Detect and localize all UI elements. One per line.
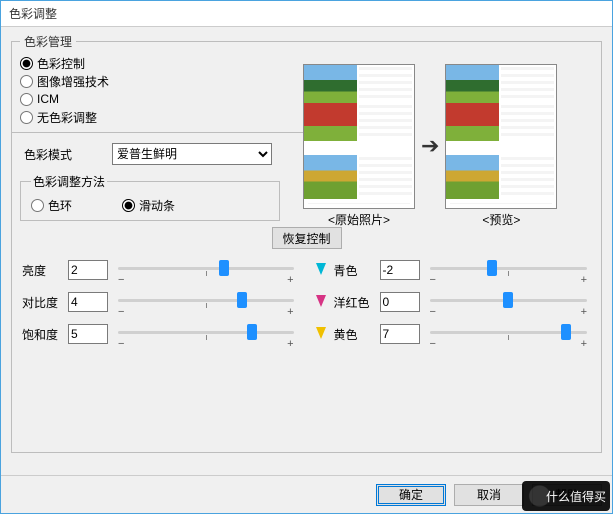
preview-original: [303, 64, 415, 209]
radio-color-ring-label: 色环: [48, 197, 72, 214]
drop-icon: [316, 263, 328, 277]
radio-slider[interactable]: 滑动条: [122, 196, 175, 214]
radio-no-adjust-input[interactable]: [20, 111, 33, 124]
slider-saturation: 饱和度 −+: [22, 321, 298, 347]
drop-icon: [316, 295, 328, 309]
radio-no-adjust-label: 无色彩调整: [37, 109, 97, 126]
preview-original-label: <原始照片>: [328, 211, 390, 228]
slider-yellow-input[interactable]: [380, 324, 420, 344]
slider-cyan-track[interactable]: −+: [426, 257, 592, 283]
footer: 确定 取消 帮助 什么值得买: [1, 475, 612, 513]
preview-result: [445, 64, 557, 209]
radio-color-control[interactable]: 色彩控制: [20, 54, 300, 72]
radio-color-control-label: 色彩控制: [37, 55, 85, 72]
color-adjust-dialog: 色彩调整 色彩管理 色彩控制 图像增强技术 ICM: [0, 0, 613, 514]
radio-image-enhance-input[interactable]: [20, 75, 33, 88]
radio-no-adjust[interactable]: 无色彩调整: [20, 108, 300, 126]
content-area: 色彩管理 色彩控制 图像增强技术 ICM 无色彩调整: [1, 27, 612, 475]
slider-magenta-track[interactable]: −+: [426, 289, 592, 315]
slider-brightness-track[interactable]: −+: [114, 257, 298, 283]
color-mode-select[interactable]: 爱普生鲜明: [112, 143, 272, 165]
drop-icon: [316, 327, 328, 341]
radio-color-ring-input[interactable]: [31, 199, 44, 212]
slider-magenta-input[interactable]: [380, 292, 420, 312]
radio-icm-label: ICM: [37, 92, 59, 106]
slider-contrast: 对比度 −+: [22, 289, 298, 315]
adjust-method-legend: 色彩调整方法: [31, 173, 107, 190]
slider-contrast-input[interactable]: [68, 292, 108, 312]
slider-brightness-label: 亮度: [22, 262, 62, 279]
slider-cyan-label: 青色: [334, 262, 374, 279]
color-mode-label: 色彩模式: [24, 146, 72, 163]
adjust-method-group: 色彩调整方法 色环 滑动条: [20, 173, 280, 221]
preview-result-label: <预览>: [482, 211, 520, 228]
radio-image-enhance[interactable]: 图像增强技术: [20, 72, 300, 90]
slider-yellow-label: 黄色: [334, 326, 374, 343]
radio-icm[interactable]: ICM: [20, 90, 300, 108]
slider-magenta: 洋红色 −+: [316, 289, 592, 315]
ok-button[interactable]: 确定: [376, 484, 446, 506]
sliders-grid: 亮度 −+ 青色 −+ 对比度 −+ 洋红色 −+ 饱和度 −+ 黄色 −+: [20, 257, 593, 347]
radio-image-enhance-label: 图像增强技术: [37, 73, 109, 90]
radio-slider-input[interactable]: [122, 199, 135, 212]
arrow-icon: ➔: [421, 133, 439, 159]
color-management-legend: 色彩管理: [20, 33, 76, 50]
window-title: 色彩调整: [9, 7, 57, 21]
slider-magenta-label: 洋红色: [334, 294, 374, 311]
radio-icm-input[interactable]: [20, 93, 33, 106]
color-management-group: 色彩管理 色彩控制 图像增强技术 ICM 无色彩调整: [11, 33, 602, 453]
radio-slider-label: 滑动条: [139, 197, 175, 214]
slider-contrast-track[interactable]: −+: [114, 289, 298, 315]
slider-contrast-label: 对比度: [22, 294, 62, 311]
slider-saturation-track[interactable]: −+: [114, 321, 298, 347]
preview-panel: <原始照片> ➔ <预览>: [303, 60, 593, 232]
slider-brightness-input[interactable]: [68, 260, 108, 280]
titlebar: 色彩调整: [1, 1, 612, 27]
radio-color-ring[interactable]: 色环: [31, 196, 72, 214]
slider-saturation-input[interactable]: [68, 324, 108, 344]
cancel-button[interactable]: 取消: [454, 484, 524, 506]
slider-yellow: 黄色 −+: [316, 321, 592, 347]
color-mode-row: 色彩模式 爱普生鲜明: [24, 143, 300, 165]
slider-saturation-label: 饱和度: [22, 326, 62, 343]
slider-cyan-input[interactable]: [380, 260, 420, 280]
slider-brightness: 亮度 −+: [22, 257, 298, 283]
slider-yellow-track[interactable]: −+: [426, 321, 592, 347]
slider-cyan: 青色 −+: [316, 257, 592, 283]
watermark: 什么值得买: [522, 481, 610, 511]
radio-color-control-input[interactable]: [20, 57, 33, 70]
